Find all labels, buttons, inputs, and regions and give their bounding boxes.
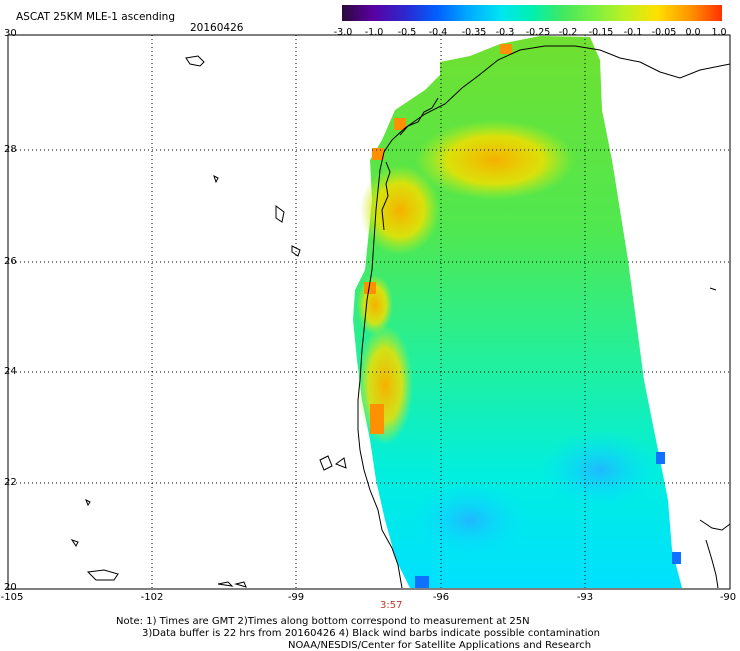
colorbar-label: 0.0 <box>685 27 701 38</box>
map-title: ASCAT 25KM MLE-1 ascending <box>16 11 175 23</box>
lat-tick-label: 24 <box>4 366 17 377</box>
colorbar-label: -0.35 <box>461 27 487 38</box>
colorbar-label: -0.3 <box>495 27 515 38</box>
lat-tick-label: 26 <box>4 256 17 267</box>
colorbar-label: -0.2 <box>558 27 578 38</box>
colorbar-label: -0.05 <box>651 27 677 38</box>
lon-tick-label: -93 <box>576 592 594 603</box>
note-line-1: Note: 1) Times are GMT 2)Times along bot… <box>116 616 530 627</box>
lon-tick-label: -99 <box>287 592 305 603</box>
lon-tick-label: -102 <box>140 592 164 603</box>
coastline <box>357 45 731 589</box>
colorbar-label: -1.0 <box>364 27 384 38</box>
note-line-3: NOAA/NESDIS/Center for Satellite Applica… <box>288 640 592 651</box>
colorbar-gradient <box>342 5 722 21</box>
lon-tick-label: -96 <box>432 592 450 603</box>
lon-tick-label: -90 <box>719 592 737 603</box>
map-date: 20160426 <box>190 22 244 34</box>
islands <box>70 55 717 588</box>
grid-lines <box>8 35 730 589</box>
pass-time-label: 3:57 <box>380 600 403 611</box>
lat-tick-label: 28 <box>4 144 17 155</box>
colorbar-label: -3.0 <box>333 27 353 38</box>
colorbar-label: 1.0 <box>711 27 727 38</box>
colorbar-label: -0.15 <box>588 27 614 38</box>
lat-tick-label: 30 <box>4 28 17 39</box>
colorbar-label: -0.5 <box>397 27 417 38</box>
note-line-2: 3)Data buffer is 22 hrs from 20160426 4)… <box>142 628 600 639</box>
lat-tick-label: 22 <box>4 477 17 488</box>
lat-tick-label: 20 <box>4 582 17 593</box>
lon-tick-label: -105 <box>0 592 24 603</box>
map-frame <box>7 34 731 590</box>
colorbar-label: -0.25 <box>525 27 551 38</box>
colorbar-label: -0.4 <box>428 27 448 38</box>
colorbar-label: -0.1 <box>623 27 643 38</box>
wind-swath <box>353 36 682 588</box>
